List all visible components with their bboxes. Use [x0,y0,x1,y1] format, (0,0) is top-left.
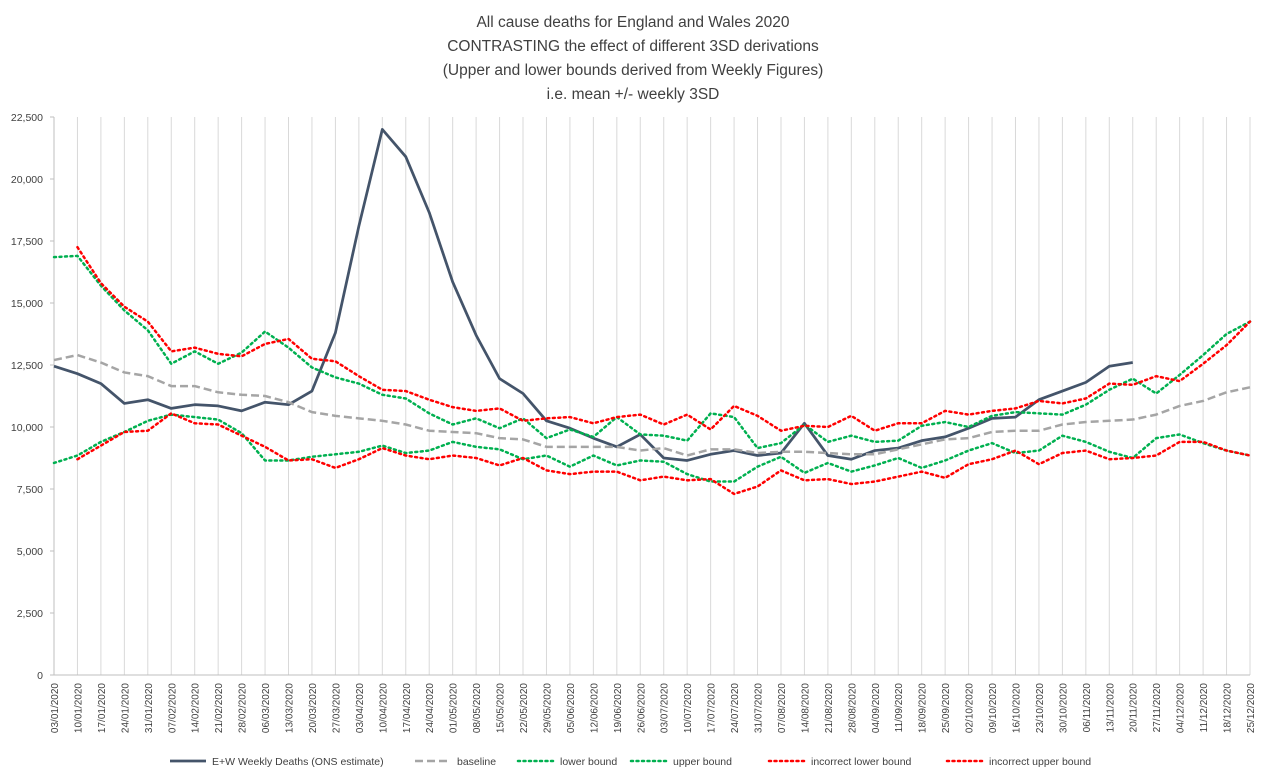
x-tick-label: 27/11/2020 [1152,683,1163,733]
x-tick-label: 31/01/2020 [144,683,155,733]
x-tick-label: 10/04/2020 [378,683,389,733]
legend-label: upper bound [673,756,732,768]
x-tick-label: 25/09/2020 [941,683,952,733]
y-tick-label: 0 [37,670,43,682]
legend: E+W Weekly Deaths (ONS estimate) baseline… [170,756,1091,768]
x-tick-label: 05/06/2020 [566,683,577,733]
x-tick-label: 10/01/2020 [73,683,84,733]
y-tick-label: 2,500 [17,608,43,620]
x-tick-label: 27/03/2020 [331,683,342,733]
x-tick-label: 06/03/2020 [261,683,272,733]
x-tick-label: 15/05/2020 [496,683,507,733]
x-tick-label: 14/02/2020 [191,683,202,733]
chart-title-line-1: All cause deaths for England and Wales 2… [476,14,789,31]
x-tick-label: 17/04/2020 [402,683,413,733]
gridlines [54,117,1250,675]
x-tick-label: 16/10/2020 [1011,683,1022,733]
x-tick-label: 17/01/2020 [97,683,108,733]
x-tick-label: 17/07/2020 [707,683,718,733]
x-tick-label: 11/09/2020 [894,683,905,733]
x-tick-label: 31/07/2020 [754,683,765,733]
x-tick-label: 03/07/2020 [660,683,671,733]
x-tick-label: 20/03/2020 [308,683,319,733]
y-tick-label: 7,500 [17,484,43,496]
y-tick-label: 10,000 [11,422,43,434]
x-tick-label: 19/06/2020 [613,683,624,733]
y-tick-label: 12,500 [11,360,43,372]
x-tick-label: 04/09/2020 [871,683,882,733]
x-tick-label: 28/02/2020 [238,683,249,733]
x-tick-label: 03/04/2020 [355,683,366,733]
x-tick-label: 07/08/2020 [777,683,788,733]
x-tick-label: 11/12/2020 [1199,683,1210,733]
x-tick-label: 10/07/2020 [683,683,694,733]
x-tick-label: 13/11/2020 [1105,683,1116,733]
x-tick-label: 18/09/2020 [918,683,929,733]
x-tick-label: 02/10/2020 [965,683,976,733]
x-tick-label: 04/12/2020 [1176,683,1187,733]
x-tick-label: 26/06/2020 [636,683,647,733]
legend-label: baseline [457,756,496,768]
x-tick-label: 24/07/2020 [730,683,741,733]
x-tick-label: 22/05/2020 [519,683,530,733]
x-tick-label: 14/08/2020 [800,683,811,733]
x-tick-label: 06/11/2020 [1082,683,1093,733]
series-lines [54,129,1250,494]
chart-title: All cause deaths for England and Wales 2… [443,14,824,103]
y-tick-label: 20,000 [11,174,43,186]
x-tick-label: 29/05/2020 [542,683,553,733]
y-tick-label: 5,000 [17,546,43,558]
x-tick-label: 08/05/2020 [472,683,483,733]
y-tick-label: 22,500 [11,112,43,124]
chart-title-line-2: CONTRASTING the effect of different 3SD … [447,38,819,55]
x-tick-label: 03/01/2020 [50,683,61,733]
y-tick-label: 17,500 [11,236,43,248]
legend-label: lower bound [560,756,617,768]
chart-title-line-4: i.e. mean +/- weekly 3SD [547,86,720,103]
x-tick-label: 20/11/2020 [1129,683,1140,733]
legend-label: incorrect lower bound [811,756,912,768]
legend-label: E+W Weekly Deaths (ONS estimate) [212,756,384,768]
x-tick-label: 09/10/2020 [988,683,999,733]
x-tick-label: 24/04/2020 [425,683,436,733]
x-tick-label: 30/10/2020 [1058,683,1069,733]
x-tick-label: 28/08/2020 [847,683,858,733]
x-tick-label: 23/10/2020 [1035,683,1046,733]
x-tick-label: 25/12/2020 [1246,683,1257,733]
y-tick-label: 15,000 [11,298,43,310]
x-tick-label: 07/02/2020 [167,683,178,733]
series-line-baseline [54,355,1250,455]
chart-title-line-3: (Upper and lower bounds derived from Wee… [443,62,824,79]
x-tick-label: 24/01/2020 [120,683,131,733]
x-tick-label: 18/12/2020 [1223,683,1234,733]
x-tick-label: 21/02/2020 [214,683,225,733]
x-tick-label: 12/06/2020 [589,683,600,733]
x-tick-label: 13/03/2020 [285,683,296,733]
legend-label: incorrect upper bound [989,756,1091,768]
x-tick-label: 01/05/2020 [449,683,460,733]
x-tick-label: 21/08/2020 [824,683,835,733]
